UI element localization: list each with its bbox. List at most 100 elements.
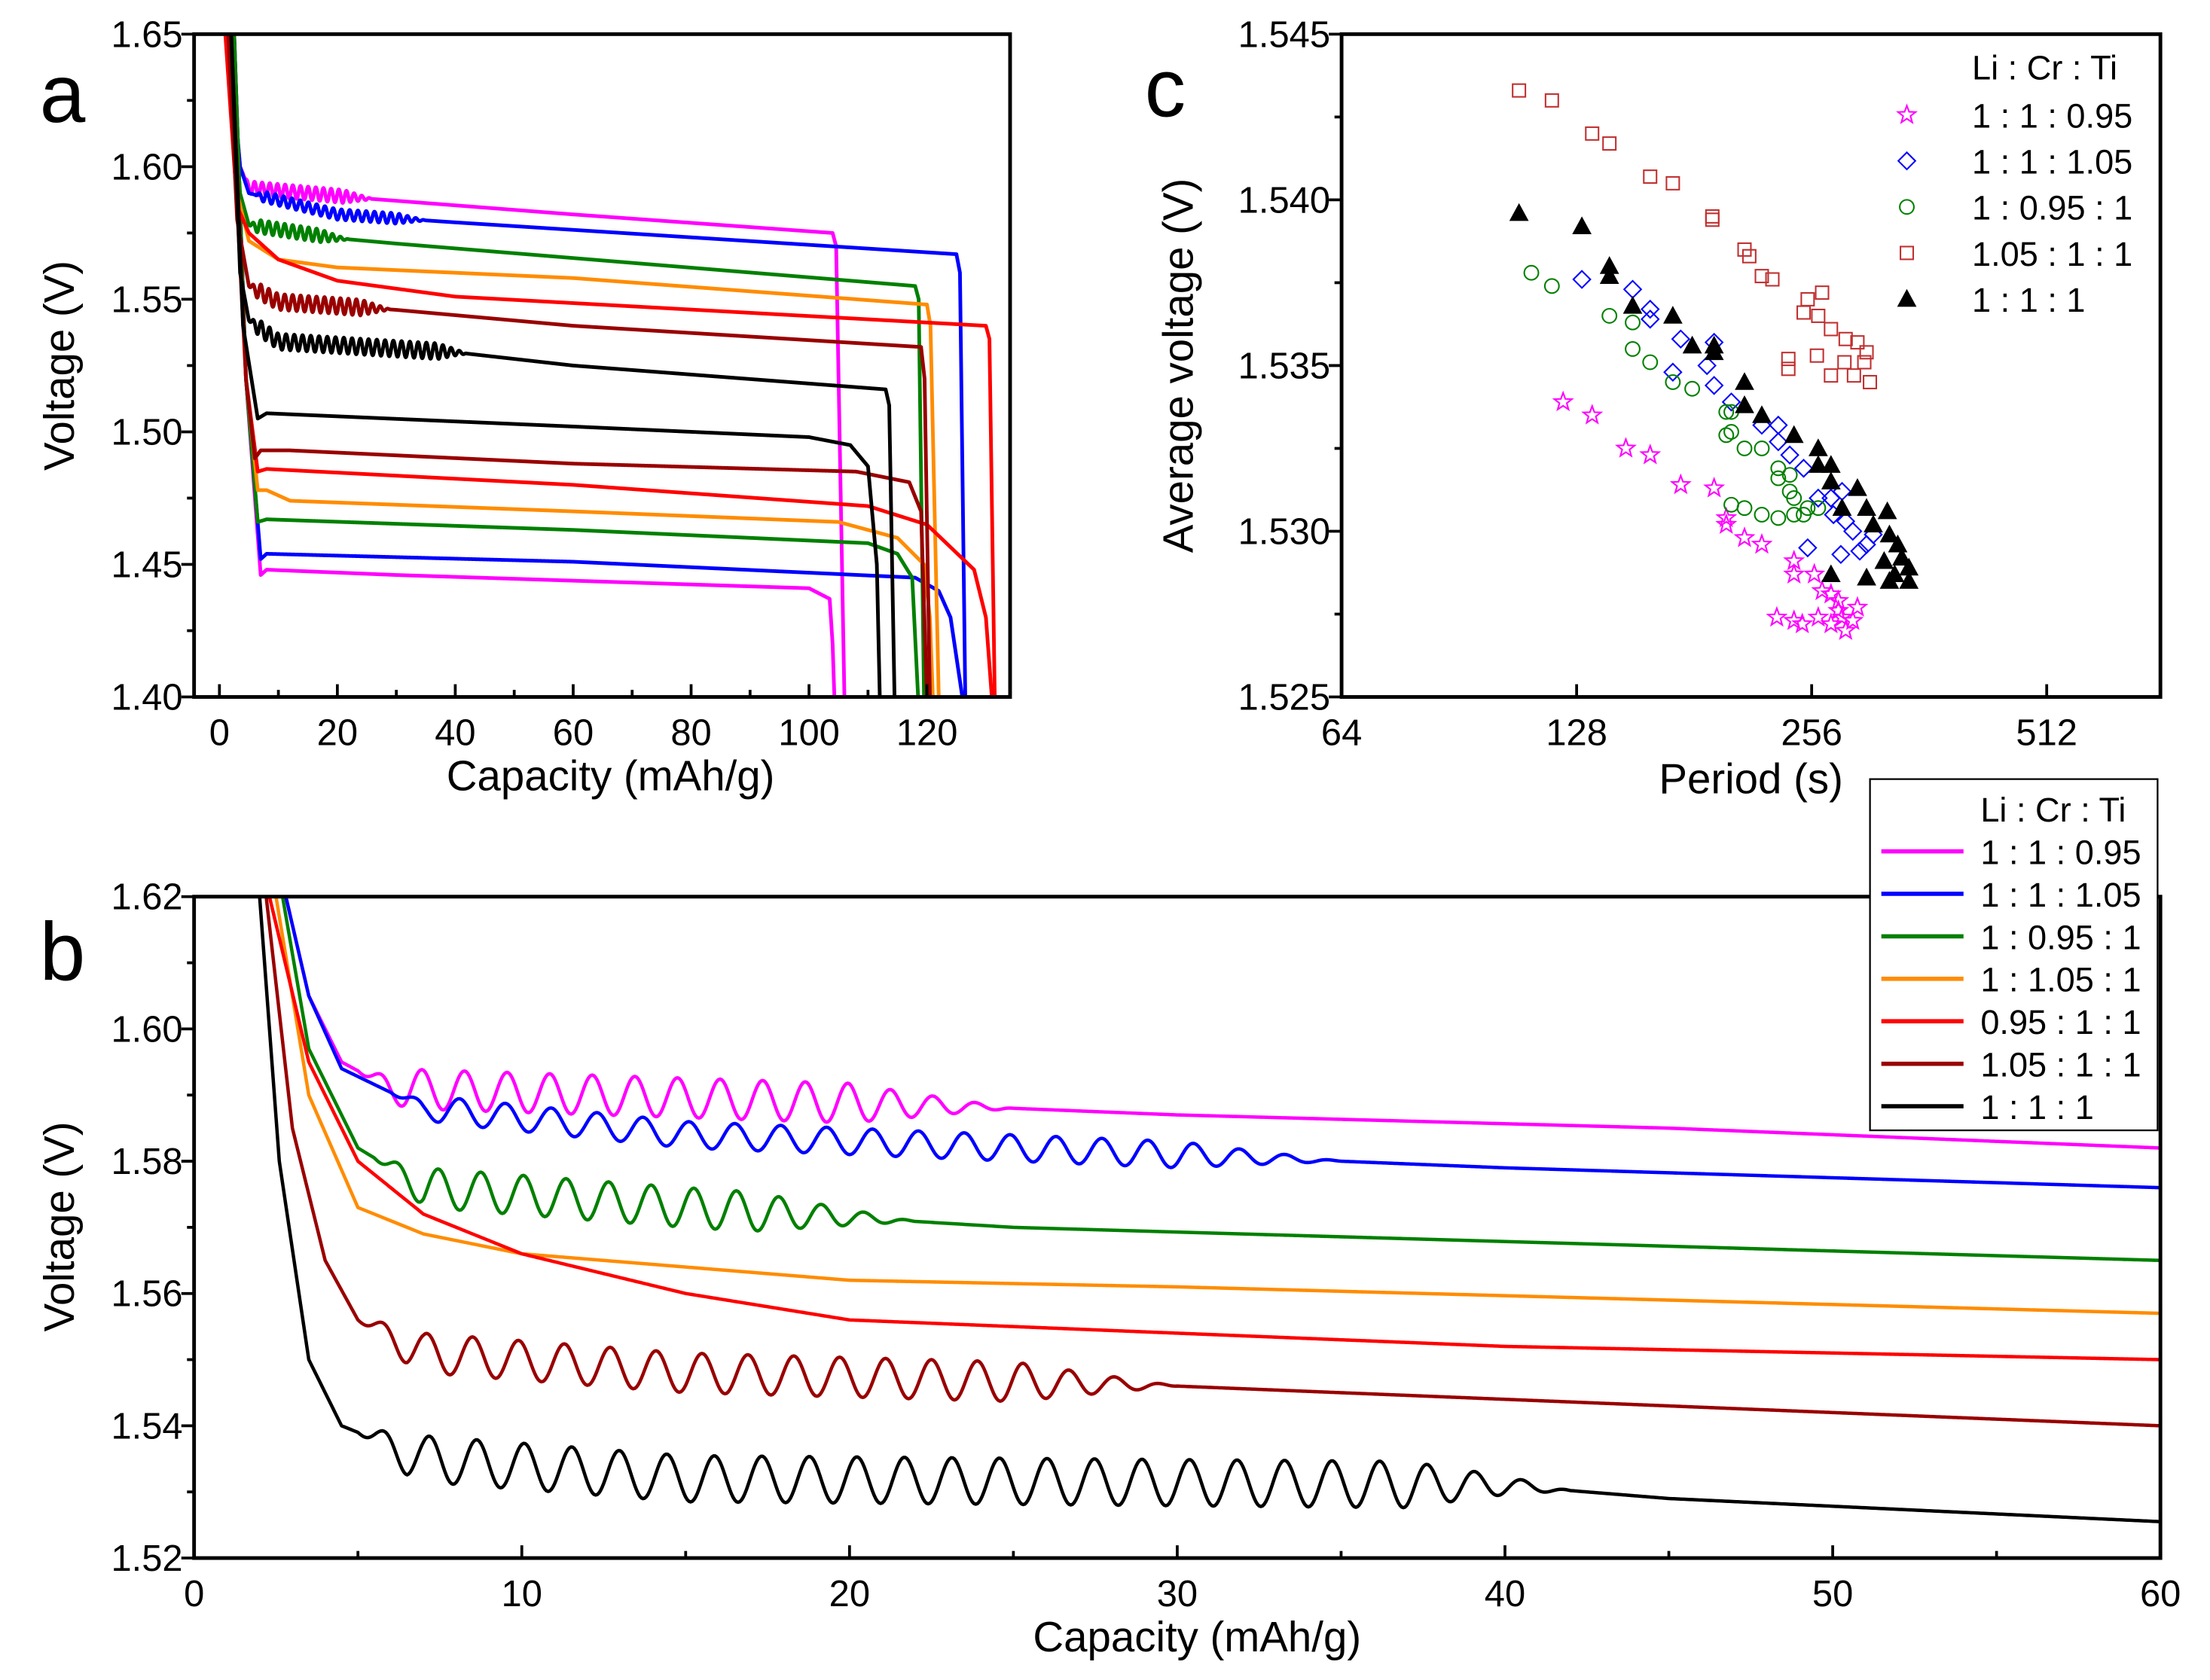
panel-label-b: b (40, 907, 86, 999)
scatter-point-star (1846, 596, 1869, 617)
scatter-point-circle (1684, 380, 1701, 397)
scatter-point-square (1705, 209, 1720, 224)
scatter-point-diamond (1769, 431, 1788, 452)
scatter-point-triangle (1879, 524, 1900, 543)
scatter-point-circle (1665, 374, 1681, 390)
legend-marker-diamond (1897, 151, 1917, 171)
panel-b-zoomed-chart: b Capacity (mAh/g) Voltage (V) 0 10 20 30 40… (35, 778, 2181, 1660)
legend-entry-label: 1 : 1 : 1 (1972, 281, 2086, 319)
scatter-point-triangle (1735, 372, 1754, 390)
series-line-charge (227, 34, 926, 697)
series-line-charge (227, 34, 847, 697)
scatter-point-star (1715, 513, 1738, 535)
panel-b-legend-box (1869, 778, 2159, 1132)
scatter-point-star (1751, 532, 1773, 554)
scatter-point-square (1859, 345, 1874, 360)
scatter-point-triangle (1821, 471, 1841, 489)
scatter-point-circle (1796, 507, 1812, 523)
scatter-point-square (1705, 212, 1720, 227)
scatter-point-triangle (1877, 501, 1897, 520)
scatter-point-diamond (1697, 355, 1717, 376)
panel-a-plot-frame (192, 32, 1012, 699)
scatter-point-triangle (1704, 342, 1724, 361)
scatter-point-circle (1718, 427, 1735, 444)
scatter-point-triangle (1821, 455, 1841, 473)
panel-c-x-tick-label: 256 (1781, 712, 1842, 753)
panel-b-x-tick-label: 10 (502, 1574, 542, 1614)
series-line (280, 896, 2161, 1263)
panel-b-y-tick-label: 1.58 (111, 1142, 182, 1182)
panel-b-x-tick-label: 60 (2140, 1574, 2181, 1614)
scatter-point-circle (1754, 441, 1770, 456)
scatter-point-star (1834, 619, 1857, 640)
scatter-point-star (1803, 563, 1826, 584)
scatter-point-star (1783, 563, 1806, 584)
panel-c-y-tick-label: 1.545 (1238, 14, 1330, 55)
legend-marker-square (1900, 245, 1915, 261)
scatter-point-square (1781, 352, 1796, 367)
scatter-point-circle (1601, 307, 1618, 324)
scatter-point-square (1863, 374, 1878, 389)
scatter-point-triangle (1857, 567, 1876, 586)
series-line-discharge (226, 34, 994, 697)
panel-b-x-tick-label: 30 (1157, 1574, 1198, 1614)
panel-c-y-tick-label: 1.535 (1238, 346, 1330, 386)
panel-a-y-axis-title: Voltage (V) (35, 261, 83, 471)
scatter-point-triangle (1663, 306, 1683, 324)
scatter-point-triangle (1809, 438, 1828, 456)
series-line-charge (227, 34, 967, 697)
scatter-point-square (1815, 285, 1830, 300)
scatter-point-square (1837, 355, 1852, 370)
scatter-point-circle (1723, 424, 1739, 440)
scatter-point-triangle (1735, 395, 1754, 413)
scatter-point-star (1791, 612, 1814, 634)
series-line-discharge (232, 34, 965, 697)
scatter-point-diamond (1769, 415, 1788, 435)
scatter-point-circle (1718, 404, 1735, 420)
panel-b-plot-area (258, 896, 2161, 1523)
panel-c-x-axis-title: Period (s) (1659, 755, 1843, 802)
scatter-point-circle (1625, 314, 1641, 331)
scatter-point-star (1615, 437, 1637, 458)
scatter-point-square (1824, 322, 1839, 337)
legend-entry-label: 1.05 : 1 : 1 (1972, 235, 2132, 273)
scatter-point-triangle (1885, 564, 1905, 583)
scatter-point-star (1581, 404, 1604, 425)
scatter-point-triangle (1784, 425, 1804, 444)
panel-b-x-tick-label: 40 (1485, 1574, 1525, 1614)
panel-c-x-tick-label: 128 (1546, 712, 1607, 753)
scatter-point-triangle (1874, 550, 1894, 569)
panel-b-y-tick-label: 1.56 (111, 1274, 182, 1315)
scatter-point-circle (1786, 490, 1802, 506)
scatter-point-square (1846, 368, 1861, 383)
scatter-point-circle (1736, 441, 1753, 456)
scatter-point-square (1512, 83, 1527, 98)
legend-entry-label: 1 : 0.95 : 1 (1972, 189, 2132, 227)
scatter-point-triangle (1809, 455, 1828, 473)
scatter-point-triangle (1752, 405, 1772, 423)
scatter-point-triangle (1848, 478, 1867, 496)
scatter-point-triangle (1888, 534, 1908, 553)
scatter-point-square (1811, 308, 1826, 323)
scatter-point-circle (1781, 467, 1798, 483)
scatter-point-star (1715, 506, 1738, 528)
scatter-point-circle (1770, 460, 1787, 477)
scatter-point-diamond (1622, 279, 1643, 299)
panel-c-y-tick-label: 1.540 (1238, 180, 1330, 221)
scatter-point-diamond (1850, 541, 1870, 561)
panel-a-y-tick-label: 1.55 (111, 279, 182, 320)
scatter-point-circle (1786, 507, 1802, 523)
scatter-point-star (1831, 605, 1853, 627)
scatter-point-diamond (1821, 488, 1841, 508)
panel-a-x-tick-label: 120 (896, 712, 958, 753)
scatter-point-circle (1770, 510, 1787, 526)
series-line-discharge (229, 34, 929, 697)
scatter-point-star (1733, 526, 1756, 547)
panel-b-legend-title: Li : Cr : Ti (1980, 791, 2126, 829)
legend-entry-label: 1.05 : 1 : 1 (1980, 1046, 2141, 1084)
panel-b-x-tick-label: 0 (184, 1574, 204, 1614)
series-line (284, 896, 2161, 1190)
scatter-point-diamond (1809, 488, 1828, 508)
scatter-point-circle (1625, 340, 1641, 357)
panel-b-y-tick-label: 1.54 (111, 1406, 182, 1447)
